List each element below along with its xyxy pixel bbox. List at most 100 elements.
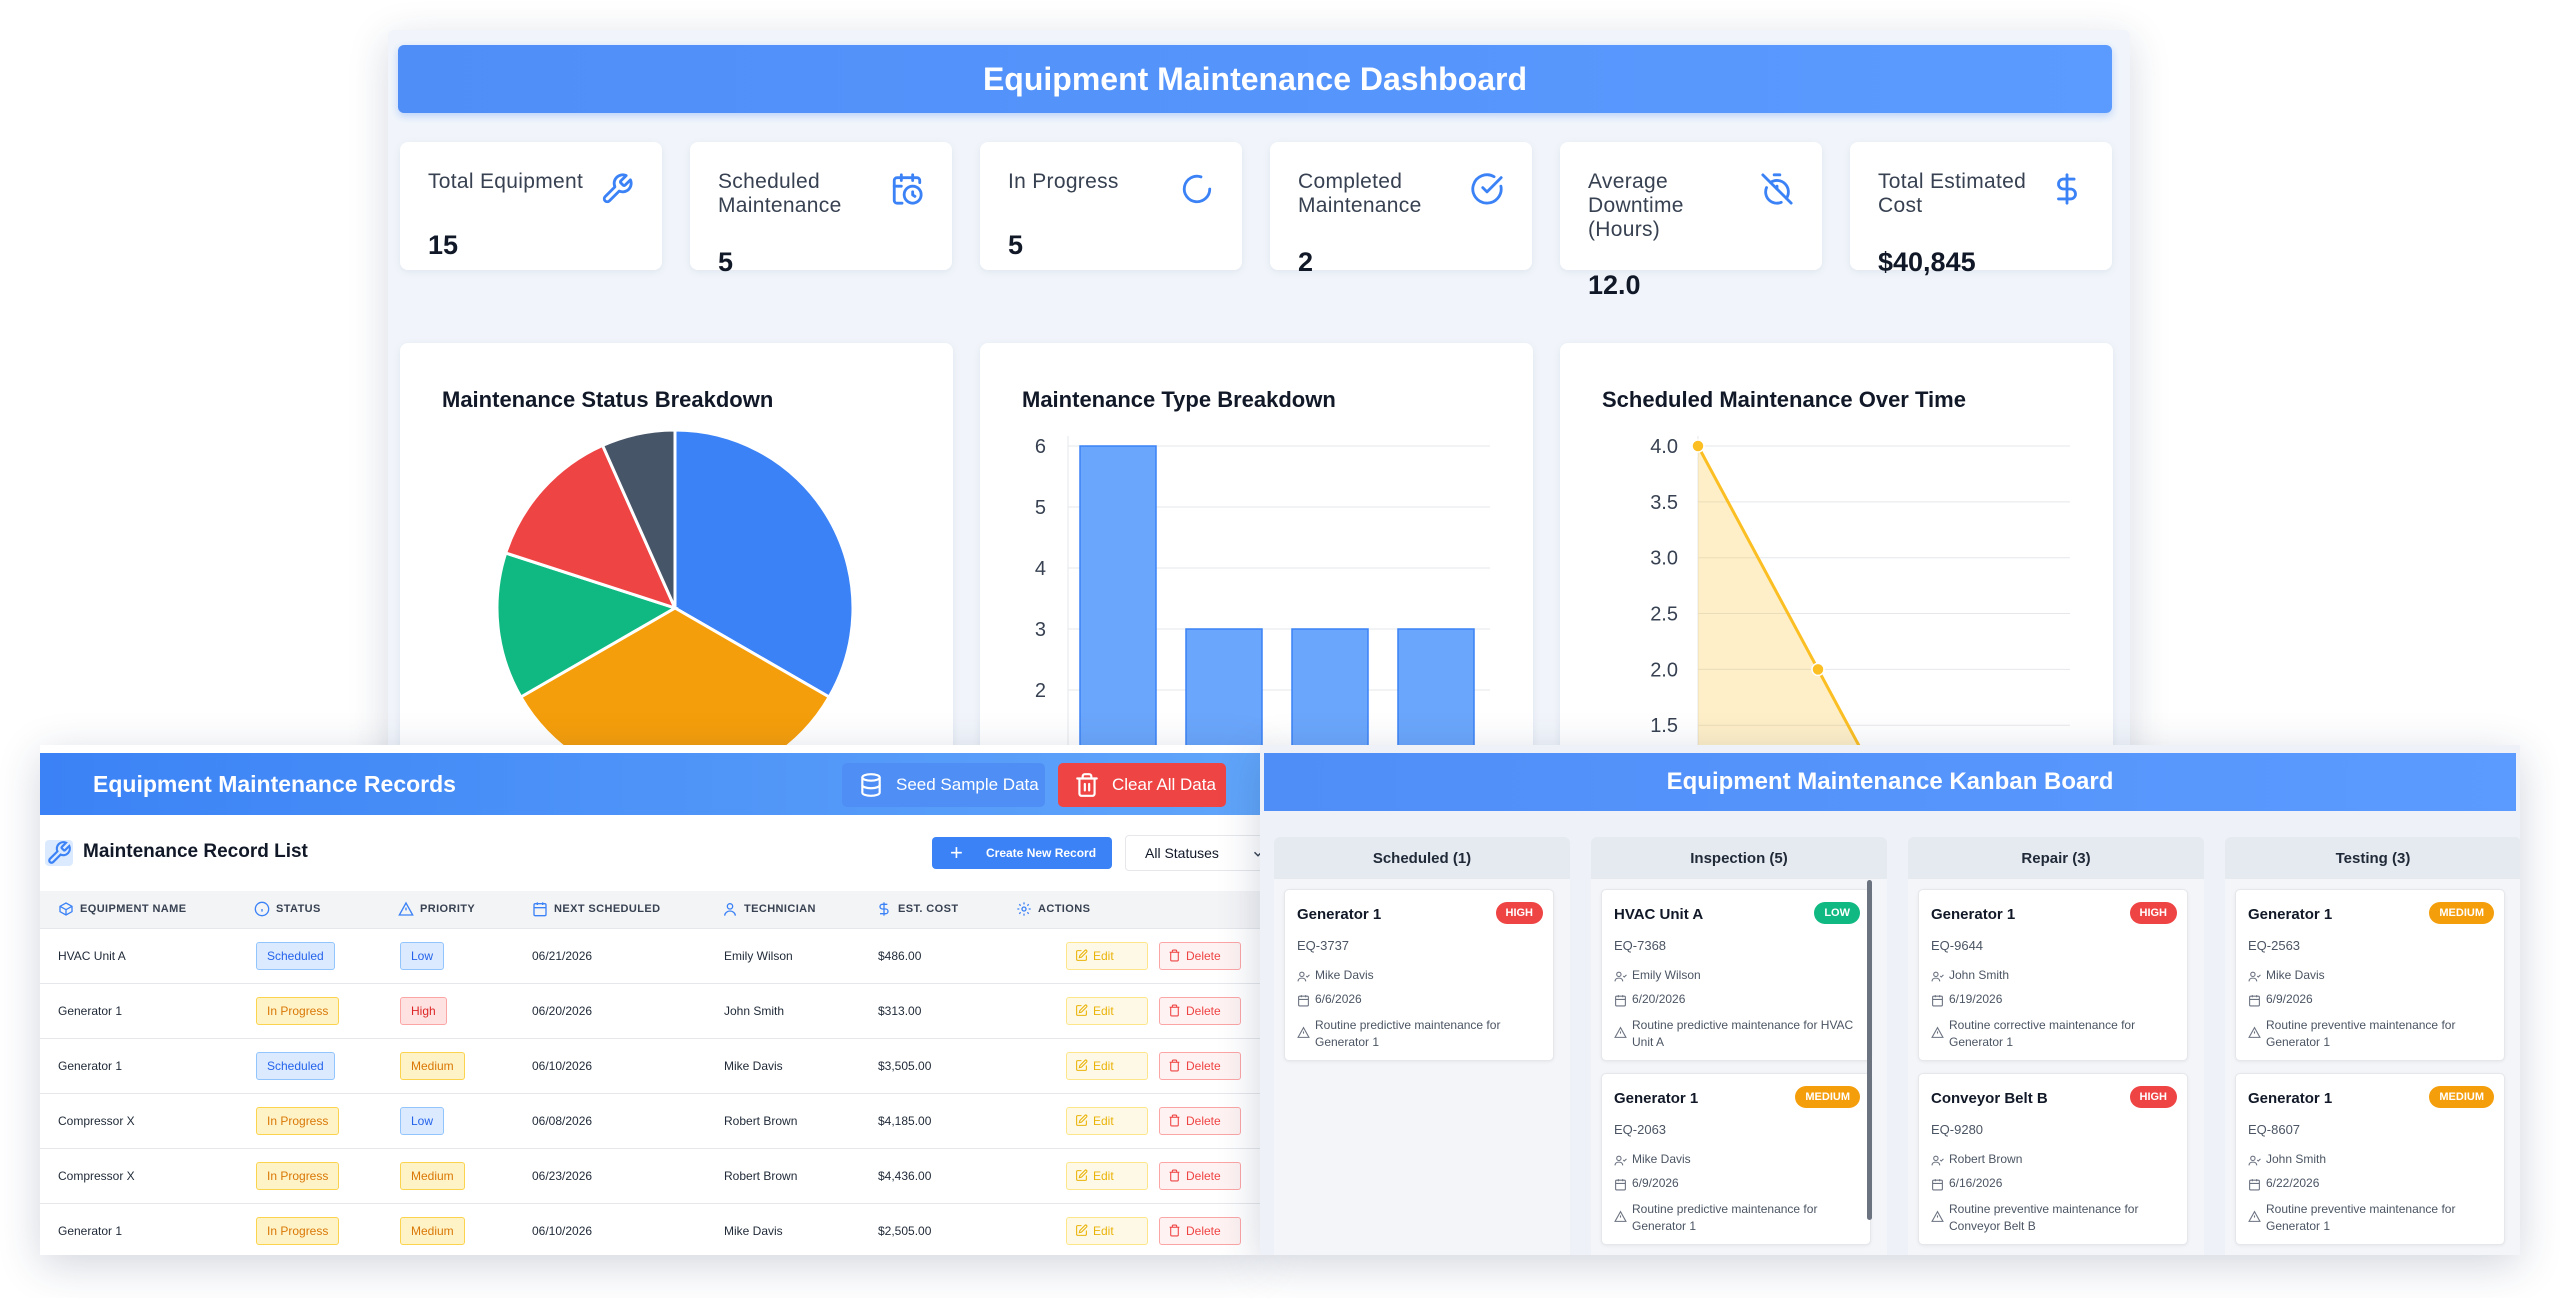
- card-date: 6/19/2026: [1949, 992, 2003, 1006]
- card-equipment-id: EQ-9280: [1931, 1122, 1984, 1137]
- kanban-column: Inspection (5) HVAC Unit A LOW EQ-7368 Emily…: [1591, 837, 1887, 1255]
- calendar-icon: [1297, 994, 1310, 1007]
- trash-icon: [1076, 773, 1098, 797]
- pie-slice[interactable]: [503, 443, 678, 611]
- database-icon: [861, 773, 881, 797]
- data-point[interactable]: [1811, 662, 1825, 677]
- record-list-title: Maintenance Record List: [83, 841, 308, 862]
- chart-title: Maintenance Status Breakdown: [442, 387, 774, 412]
- column-header-equipment[interactable]: Equipment Name: [80, 903, 187, 915]
- stat-label: In Progress: [1008, 170, 1119, 193]
- kanban-title: Equipment Maintenance Kanban Board: [1264, 753, 2516, 811]
- calendar-icon: [1931, 1178, 1944, 1191]
- card-title: Generator 1: [2248, 1090, 2333, 1107]
- card-description: Routine corrective maintenance for Gener…: [1949, 1018, 2136, 1049]
- stat-label: Average Downtime (Hours): [1588, 170, 1684, 241]
- card-technician: John Smith: [2266, 1152, 2327, 1166]
- kanban-column-header: Repair (3): [1908, 837, 2204, 879]
- edit-button[interactable]: Edit: [1066, 1107, 1148, 1135]
- edit-label: Edit: [1093, 1059, 1114, 1073]
- trash-icon: [1169, 949, 1180, 962]
- kanban-card[interactable]: Conveyor Belt B HIGH EQ-9280 Robert Brown 6/…: [1918, 1073, 2188, 1245]
- clear-all-data-button[interactable]: Clear All Data: [1058, 763, 1226, 807]
- delete-button[interactable]: Delete: [1159, 1162, 1241, 1190]
- priority-badge: HIGH: [2129, 902, 2177, 924]
- inspection-column-scrollbar[interactable]: [1867, 880, 1872, 1220]
- y-tick-label: 5: [1035, 497, 1046, 519]
- cell-next-scheduled: 06/08/2026: [532, 1114, 593, 1128]
- card-equipment-id: EQ-7368: [1614, 938, 1667, 953]
- type-bar-chart: 2 3 4 5 6: [1035, 436, 1490, 770]
- data-point[interactable]: [1691, 439, 1705, 453]
- priority-badge: MEDIUM: [1795, 1086, 1860, 1108]
- card-date: 6/9/2026: [1632, 1176, 1679, 1190]
- pie-slice[interactable]: [600, 428, 677, 609]
- cell-next-scheduled: 06/20/2026: [532, 1004, 593, 1018]
- delete-button[interactable]: Delete: [1159, 997, 1241, 1025]
- delete-button[interactable]: Delete: [1159, 1107, 1241, 1135]
- column-header-technician[interactable]: Technician: [744, 903, 816, 915]
- calendar-icon: [2248, 1178, 2261, 1191]
- delete-button[interactable]: Delete: [1159, 1217, 1241, 1245]
- pie-slice[interactable]: [518, 606, 832, 770]
- edit-label: Edit: [1093, 1114, 1114, 1128]
- warning-triangle-icon: [1614, 1210, 1627, 1223]
- card-description: Routine predictive maintenance for Gener…: [1315, 1018, 1501, 1049]
- table-row: Compressor X In Progress Medium 06/23/2026 R…: [40, 1149, 1260, 1204]
- column-header-cost[interactable]: Est. Cost: [898, 903, 959, 915]
- cell-equipment-name: Generator 1: [58, 1224, 123, 1238]
- create-button-label: Create New Record: [986, 846, 1097, 860]
- table-row: Compressor X In Progress Low 06/08/2026 Robe…: [40, 1094, 1260, 1149]
- calendar-icon: [1931, 994, 1944, 1007]
- column-header-next-scheduled[interactable]: Next Scheduled: [554, 903, 661, 915]
- cell-technician: Mike Davis: [724, 1059, 783, 1073]
- edit-button[interactable]: Edit: [1066, 1217, 1148, 1245]
- records-table-header: Equipment Name Status Priority Next Sche…: [40, 891, 1260, 929]
- stat-card-completed: Completed Maintenance 2: [1270, 142, 1532, 277]
- user-check-icon: [1297, 970, 1310, 983]
- delete-button[interactable]: Delete: [1159, 942, 1241, 970]
- dashboard-window: Equipment Maintenance Dashboard Total Eq…: [388, 30, 2130, 770]
- table-row: HVAC Unit A Scheduled Low 06/21/2026 Emily W…: [40, 929, 1260, 984]
- column-header-status[interactable]: Status: [276, 903, 321, 915]
- card-date: 6/6/2026: [1315, 992, 1362, 1006]
- stat-card-total-equipment: Total Equipment 15: [400, 142, 662, 270]
- user-check-icon: [1931, 1154, 1944, 1167]
- status-badge: In Progress: [256, 997, 340, 1025]
- card-description: Routine predictive maintenance for Gener…: [1632, 1202, 1818, 1233]
- edit-button[interactable]: Edit: [1066, 1162, 1148, 1190]
- delete-button[interactable]: Delete: [1159, 1052, 1241, 1080]
- column-header-priority[interactable]: Priority: [420, 903, 476, 915]
- pie-slice[interactable]: [673, 428, 855, 700]
- pie-slice[interactable]: [495, 551, 679, 700]
- bar[interactable]: [1079, 445, 1157, 770]
- kanban-card[interactable]: Generator 1 HIGH EQ-3737 Mike Davis 6/6/2026…: [1284, 889, 1554, 1061]
- edit-button[interactable]: Edit: [1066, 1052, 1148, 1080]
- card-equipment-id: EQ-9644: [1931, 938, 1984, 953]
- edit-button[interactable]: Edit: [1066, 942, 1148, 970]
- edit-icon: [1076, 1169, 1088, 1181]
- status-filter-select[interactable]: All Statuses: [1125, 835, 1260, 871]
- edit-label: Edit: [1093, 949, 1114, 963]
- user-icon: [724, 903, 736, 916]
- kanban-card[interactable]: Generator 1 HIGH EQ-9644 John Smith 6/19/202…: [1918, 889, 2188, 1061]
- kanban-card[interactable]: Generator 1 MEDIUM EQ-2563 Mike Davis 6/9/20…: [2235, 889, 2505, 1061]
- cell-equipment-name: Generator 1: [58, 1004, 123, 1018]
- edit-icon: [1076, 1004, 1088, 1016]
- kanban-card[interactable]: Generator 1 MEDIUM EQ-8607 John Smith 6/22/2…: [2235, 1073, 2505, 1245]
- seed-sample-data-button[interactable]: Seed Sample Data: [842, 763, 1045, 807]
- y-tick-label: 2.5: [1650, 604, 1678, 626]
- cube-icon: [59, 902, 73, 916]
- kanban-card[interactable]: Generator 1 MEDIUM EQ-2063 Mike Davis 6/9/20…: [1601, 1073, 1871, 1245]
- chart-panel-time: Scheduled Maintenance Over Time 1.01.52.…: [1560, 343, 2113, 770]
- create-new-record-button[interactable]: + Create New Record: [932, 837, 1112, 869]
- edit-icon: [1076, 1114, 1088, 1126]
- stat-value: $40,845: [1878, 247, 1976, 277]
- y-tick-label: 4: [1035, 558, 1046, 580]
- kanban-card[interactable]: HVAC Unit A LOW EQ-7368 Emily Wilson 6/20/20…: [1601, 889, 1871, 1061]
- y-tick-label: 3.5: [1650, 492, 1678, 514]
- edit-button[interactable]: Edit: [1066, 997, 1148, 1025]
- cell-cost: $4,185.00: [878, 1114, 932, 1128]
- calendar-icon: [1614, 1178, 1627, 1191]
- status-badge: In Progress: [256, 1217, 340, 1245]
